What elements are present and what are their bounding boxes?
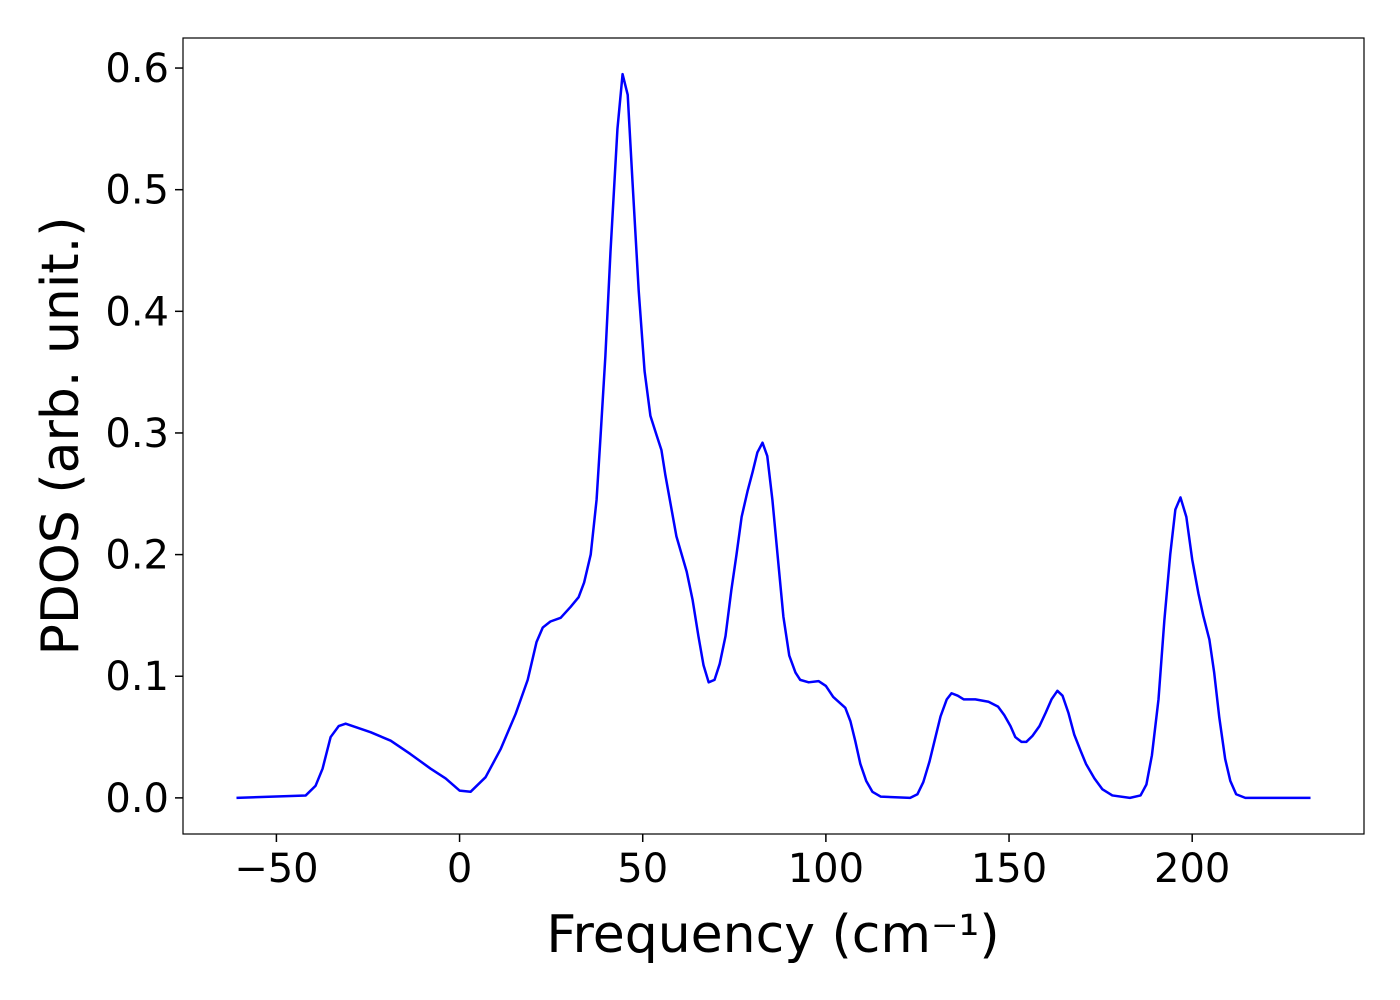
y-tick-label: 0.4	[105, 289, 169, 335]
x-tick-label: 50	[617, 846, 668, 892]
y-tick-label: 0.5	[105, 168, 169, 214]
y-tick-label: 0.0	[105, 776, 169, 822]
y-tick-label: 0.2	[105, 533, 169, 579]
x-tick-label: 100	[788, 846, 864, 892]
x-tick-label: −50	[234, 846, 318, 892]
x-tick-label: 0	[447, 846, 472, 892]
x-tick-label: 150	[971, 846, 1047, 892]
x-tick-label: 200	[1154, 846, 1230, 892]
plot-frame	[182, 37, 1365, 835]
y-tick-label: 0.1	[105, 654, 169, 700]
y-tick-label: 0.3	[105, 411, 169, 457]
line	[236, 72, 1311, 800]
y-tick-label: 0.6	[105, 46, 169, 92]
y-axis-label: PDOS (arb. unit.)	[31, 216, 91, 655]
x-axis-label: Frequency (cm⁻¹)	[546, 905, 999, 965]
